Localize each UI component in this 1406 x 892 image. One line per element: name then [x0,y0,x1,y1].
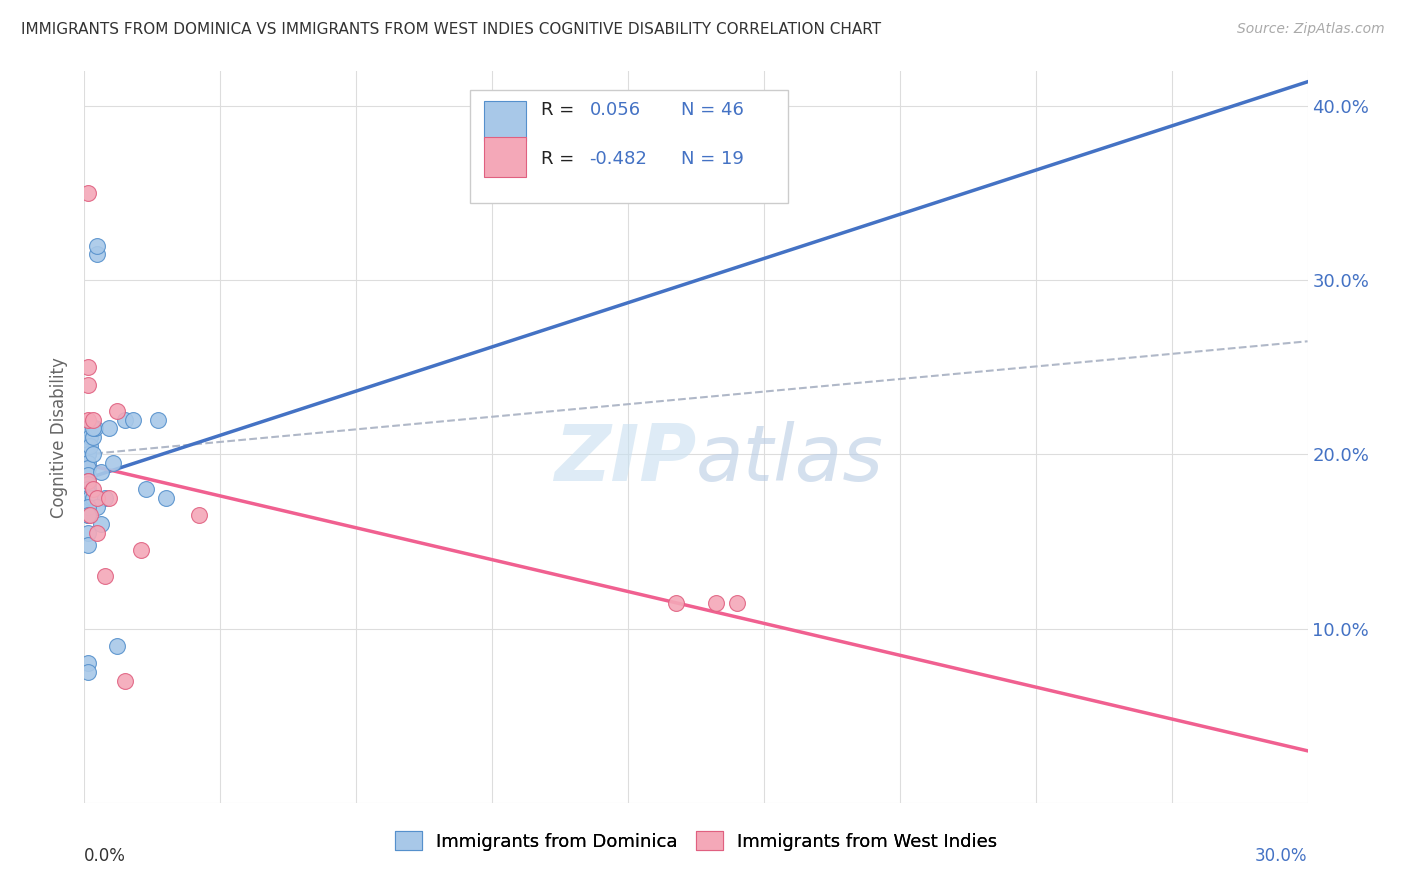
Point [86,525,108,540]
Point [97,491,120,505]
Point [76,448,98,462]
Point [86,247,108,261]
Point [77,412,100,426]
Point [82,412,104,426]
Point [90,465,112,479]
Point [79,439,101,453]
FancyBboxPatch shape [484,137,526,178]
Point [77,525,100,540]
Text: ZIP: ZIP [554,421,696,497]
Point [77,421,100,435]
Point [82,421,104,435]
Point [79,430,101,444]
Point [146,412,169,426]
Point [97,421,120,435]
Point [77,538,100,552]
Text: 0.0%: 0.0% [84,847,127,864]
Text: Source: ZipAtlas.com: Source: ZipAtlas.com [1237,22,1385,37]
Point [90,517,112,532]
Point [77,461,100,475]
Point [725,595,748,609]
Point [82,430,104,444]
Point [155,491,177,505]
Point [77,496,100,510]
Point [77,500,100,514]
Text: R =: R = [541,101,579,119]
Point [79,491,101,505]
Point [77,468,100,483]
Point [77,657,100,671]
Point [76,421,98,435]
Point [77,377,100,392]
Text: IMMIGRANTS FROM DOMINICA VS IMMIGRANTS FROM WEST INDIES COGNITIVE DISABILITY COR: IMMIGRANTS FROM DOMINICA VS IMMIGRANTS F… [21,22,882,37]
Point [131,543,153,558]
Text: 0.056: 0.056 [589,101,641,119]
Point [77,439,100,453]
Point [105,404,128,418]
FancyBboxPatch shape [470,90,787,203]
Point [122,412,145,426]
Legend: Immigrants from Dominica, Immigrants from West Indies: Immigrants from Dominica, Immigrants fro… [385,822,1007,860]
FancyBboxPatch shape [484,101,526,141]
Point [101,456,124,470]
Point [86,491,108,505]
Point [86,238,108,252]
Point [77,456,100,470]
Point [77,477,100,491]
Point [706,595,728,609]
Point [187,508,209,523]
Point [135,483,157,497]
Text: R =: R = [541,150,579,168]
Point [77,360,100,375]
Point [105,639,128,653]
Point [77,474,100,488]
Point [82,483,104,497]
Point [79,508,101,523]
Point [77,483,100,497]
Point [77,474,100,488]
Point [77,186,100,201]
Point [114,412,136,426]
Point [77,508,100,523]
Point [83,421,105,435]
Point [82,491,104,505]
Text: N = 19: N = 19 [682,150,744,168]
Text: 30.0%: 30.0% [1256,847,1308,864]
Point [86,500,108,514]
Point [75,430,97,444]
Point [114,673,136,688]
Text: -0.482: -0.482 [589,150,647,168]
Point [77,665,100,680]
Text: N = 46: N = 46 [682,101,744,119]
Text: atlas: atlas [696,421,884,497]
Point [82,448,104,462]
Point [665,595,688,609]
Point [77,508,100,523]
Point [77,448,100,462]
Point [77,491,100,505]
Point [93,569,115,583]
Point [77,485,100,500]
Point [75,465,97,479]
Y-axis label: Cognitive Disability: Cognitive Disability [51,357,69,517]
Point [93,491,115,505]
Point [77,503,100,517]
